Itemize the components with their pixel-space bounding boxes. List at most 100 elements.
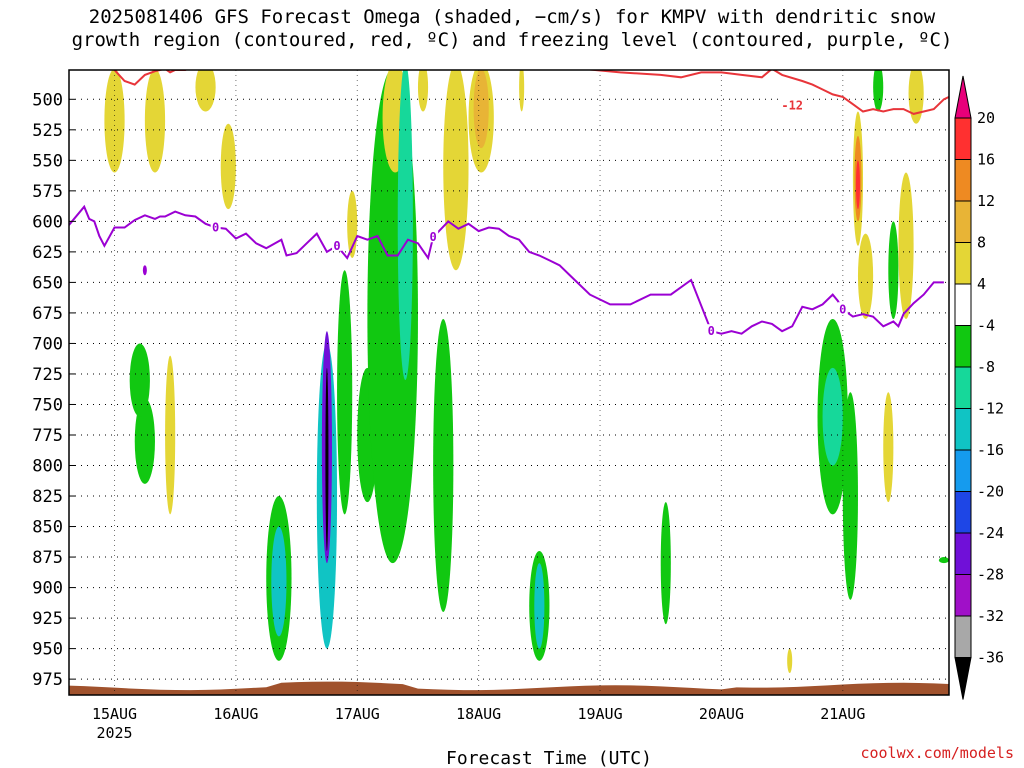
colorbar-segment-13 bbox=[954, 615, 972, 658]
dgz-contour-line bbox=[113, 70, 949, 115]
y-tick-label-850: 850 bbox=[32, 518, 63, 538]
y-tick-label-550: 550 bbox=[32, 151, 63, 171]
omega-cell-11 bbox=[325, 367, 329, 551]
colorbar-label-12: -32 bbox=[977, 607, 1004, 625]
y-tick-label-825: 825 bbox=[32, 487, 63, 507]
y-tick-label-600: 600 bbox=[32, 212, 63, 232]
omega-shading-layer bbox=[104, 70, 949, 674]
credit-text: coolwx.com/models bbox=[860, 744, 1014, 762]
colorbar-segment-4 bbox=[954, 242, 972, 285]
colorbar-label-1: 16 bbox=[977, 151, 995, 169]
colorbar-label-2: 12 bbox=[977, 192, 995, 210]
omega-cell-35 bbox=[883, 392, 894, 503]
x-tick-label-17AUG: 17AUG bbox=[335, 705, 380, 723]
colorbar-segment-3 bbox=[954, 200, 972, 243]
freezing-level-label-3: 0 bbox=[708, 324, 715, 338]
omega-cell-40 bbox=[938, 557, 949, 564]
omega-cell-6 bbox=[220, 123, 236, 210]
y-tick-label-675: 675 bbox=[32, 304, 63, 324]
dgz-label-bg bbox=[778, 97, 807, 112]
y-tick-label-625: 625 bbox=[32, 243, 63, 263]
colorbar-label-8: -16 bbox=[977, 441, 1004, 459]
freezing-label-bg-1 bbox=[332, 238, 343, 251]
colorbar-label-13: -36 bbox=[977, 649, 1004, 667]
y-tick-label-950: 950 bbox=[32, 640, 63, 660]
x-tick-label-19AUG: 19AUG bbox=[577, 705, 622, 723]
ground-layer bbox=[69, 681, 949, 695]
colorbar-segment-6 bbox=[954, 325, 972, 368]
freezing-level-isolated-point bbox=[142, 265, 147, 276]
y-tick-label-725: 725 bbox=[32, 365, 63, 385]
omega-cell-19 bbox=[433, 319, 454, 612]
omega-cell-4 bbox=[144, 70, 166, 173]
colorbar-segment-9 bbox=[954, 449, 972, 492]
omega-cell-20 bbox=[443, 70, 469, 271]
omega-cell-36 bbox=[888, 221, 899, 320]
y-tick-label-925: 925 bbox=[32, 609, 63, 629]
contour-layer: 0 0 0 0 0 -12 bbox=[69, 70, 949, 338]
freezing-label-bg-0 bbox=[210, 220, 221, 233]
colorbar-segment-2 bbox=[954, 159, 972, 202]
colorbar-label-4: 4 bbox=[977, 275, 986, 293]
colorbar-segment-5 bbox=[954, 283, 972, 326]
omega-cell-28 bbox=[822, 367, 843, 466]
y-tick-label-650: 650 bbox=[32, 273, 63, 293]
colorbar-label-5: -4 bbox=[977, 317, 995, 335]
axes-layer: 500 525 550 575 600 625 650 675 700 725 750 775 800 8… bbox=[32, 69, 950, 768]
colorbar-label-11: -28 bbox=[977, 566, 1004, 584]
omega-cell-34 bbox=[873, 70, 884, 112]
colorbar-label-0: 20 bbox=[977, 109, 995, 127]
omega-cell-22 bbox=[473, 70, 489, 149]
y-tick-label-900: 900 bbox=[32, 579, 63, 599]
y-tick-label-975: 975 bbox=[32, 670, 63, 690]
colorbar-label-9: -20 bbox=[977, 483, 1004, 501]
omega-cell-23 bbox=[519, 70, 525, 112]
colorbar-segment-11 bbox=[954, 532, 972, 575]
colorbar-segment-7 bbox=[954, 366, 972, 409]
y-tick-label-800: 800 bbox=[32, 457, 63, 477]
y-tick-label-500: 500 bbox=[32, 90, 63, 110]
colorbar-segment-1 bbox=[954, 117, 972, 160]
freezing-level-line bbox=[69, 204, 944, 335]
colorbar-segment-10 bbox=[954, 491, 972, 534]
y-tick-label-525: 525 bbox=[32, 121, 63, 141]
colorbar-label-3: 8 bbox=[977, 234, 986, 252]
colorbar-top-arrow bbox=[954, 75, 972, 119]
colorbar: 20 16 12 8 4 -4 -8 -12 -16 -20 -24 -28 -32 -36 bbox=[954, 75, 1004, 700]
x-tick-label-21AUG: 21AUG bbox=[820, 705, 865, 723]
omega-cell-3 bbox=[104, 70, 125, 173]
freezing-level-label-2: 0 bbox=[430, 230, 437, 244]
colorbar-segment-12 bbox=[954, 574, 972, 617]
colorbar-label-6: -8 bbox=[977, 358, 995, 376]
x-tick-label-20AUG: 20AUG bbox=[699, 705, 744, 723]
omega-cell-2 bbox=[165, 355, 176, 515]
dgz-contour-label: -12 bbox=[781, 98, 803, 112]
omega-cell-12 bbox=[337, 270, 353, 515]
y-tick-label-575: 575 bbox=[32, 182, 63, 202]
colorbar-bottom-arrow bbox=[954, 657, 972, 700]
x-tick-label-18AUG: 18AUG bbox=[456, 705, 501, 723]
omega-cell-25 bbox=[534, 563, 545, 649]
omega-cell-1 bbox=[129, 343, 150, 417]
omega-cell-29 bbox=[842, 392, 858, 600]
omega-cell-37 bbox=[898, 172, 914, 320]
plot-frame bbox=[68, 69, 950, 696]
grid-layer bbox=[69, 70, 949, 695]
freezing-label-bg-4 bbox=[837, 302, 848, 315]
x-tick-label-16AUG: 16AUG bbox=[213, 705, 258, 723]
omega-cell-17 bbox=[397, 70, 413, 381]
y-tick-label-775: 775 bbox=[32, 426, 63, 446]
x-axis-label: Forecast Time (UTC) bbox=[446, 748, 652, 768]
y-tick-label-875: 875 bbox=[32, 548, 63, 568]
freezing-level-label-4: 0 bbox=[839, 302, 846, 316]
colorbar-label-7: -12 bbox=[977, 400, 1004, 418]
x-tick-label-15AUG: 15AUG bbox=[92, 705, 137, 723]
x-year-label: 2025 bbox=[96, 724, 132, 742]
chart-title: 2025081406 GFS Forecast Omega (shaded, −… bbox=[71, 6, 953, 51]
omega-cell-0 bbox=[134, 398, 155, 484]
omega-cell-33 bbox=[857, 233, 874, 320]
freezing-level-label-0: 0 bbox=[212, 220, 219, 234]
freezing-label-bg-3 bbox=[706, 324, 717, 337]
colorbar-label-10: -24 bbox=[977, 524, 1004, 542]
